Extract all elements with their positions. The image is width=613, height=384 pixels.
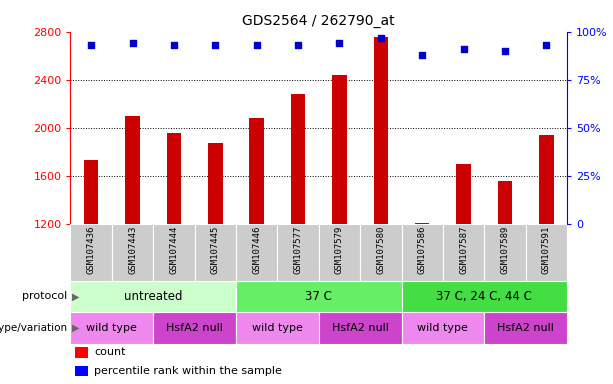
Text: GSM107587: GSM107587 — [459, 225, 468, 274]
Bar — [373, 36, 388, 224]
Text: wild type: wild type — [86, 323, 137, 333]
Text: count: count — [94, 348, 126, 358]
Bar — [498, 180, 512, 224]
Point — [417, 52, 427, 58]
Bar — [415, 223, 430, 224]
Text: GSM107446: GSM107446 — [252, 225, 261, 274]
Text: genotype/variation: genotype/variation — [0, 323, 67, 333]
Bar — [236, 224, 277, 281]
Point — [335, 40, 345, 46]
Bar — [236, 281, 402, 312]
Text: GSM107580: GSM107580 — [376, 225, 386, 274]
Bar — [236, 312, 319, 344]
Text: GSM107579: GSM107579 — [335, 225, 344, 274]
Point — [169, 42, 179, 48]
Bar — [402, 281, 567, 312]
Point — [500, 48, 510, 54]
Bar — [332, 75, 347, 224]
Text: GSM107436: GSM107436 — [86, 225, 96, 274]
Bar — [526, 224, 567, 281]
Text: protocol: protocol — [22, 291, 67, 301]
Text: GSM107444: GSM107444 — [169, 225, 178, 274]
Text: HsfA2 null: HsfA2 null — [497, 323, 554, 333]
Text: GSM107589: GSM107589 — [500, 225, 509, 274]
Text: GSM107443: GSM107443 — [128, 225, 137, 274]
Bar — [319, 224, 360, 281]
Text: ▶: ▶ — [72, 291, 79, 301]
Bar — [484, 312, 567, 344]
Bar — [70, 312, 153, 344]
Point — [86, 42, 96, 48]
Text: 37 C: 37 C — [305, 290, 332, 303]
Bar — [291, 94, 305, 224]
Title: GDS2564 / 262790_at: GDS2564 / 262790_at — [243, 14, 395, 28]
Bar — [484, 224, 526, 281]
Bar — [75, 366, 88, 376]
Text: wild type: wild type — [252, 323, 303, 333]
Bar — [456, 164, 471, 224]
Bar — [277, 224, 319, 281]
Text: GSM107445: GSM107445 — [211, 225, 220, 274]
Bar — [402, 224, 443, 281]
Point — [128, 40, 137, 46]
Text: wild type: wild type — [417, 323, 468, 333]
Bar — [249, 118, 264, 224]
Bar — [208, 144, 223, 224]
Text: GSM107586: GSM107586 — [417, 225, 427, 274]
Bar — [360, 224, 402, 281]
Text: HsfA2 null: HsfA2 null — [332, 323, 389, 333]
Point — [293, 42, 303, 48]
Text: 37 C, 24 C, 44 C: 37 C, 24 C, 44 C — [436, 290, 532, 303]
Bar — [319, 312, 402, 344]
Bar — [84, 160, 99, 224]
Bar — [195, 224, 236, 281]
Text: GSM107577: GSM107577 — [294, 225, 303, 274]
Bar — [125, 116, 140, 224]
Point — [541, 42, 551, 48]
Text: GSM107591: GSM107591 — [542, 225, 551, 274]
Bar — [153, 224, 195, 281]
Text: HsfA2 null: HsfA2 null — [166, 323, 223, 333]
Text: untreated: untreated — [124, 290, 183, 303]
Bar — [75, 347, 88, 358]
Bar — [539, 135, 554, 224]
Bar — [70, 224, 112, 281]
Text: ▶: ▶ — [72, 323, 79, 333]
Point — [459, 46, 468, 52]
Point — [252, 42, 262, 48]
Text: percentile rank within the sample: percentile rank within the sample — [94, 366, 282, 376]
Bar — [70, 281, 236, 312]
Point — [376, 35, 386, 41]
Point — [210, 42, 220, 48]
Bar — [167, 132, 181, 224]
Bar — [112, 224, 153, 281]
Bar — [443, 224, 484, 281]
Bar — [402, 312, 484, 344]
Bar — [153, 312, 236, 344]
